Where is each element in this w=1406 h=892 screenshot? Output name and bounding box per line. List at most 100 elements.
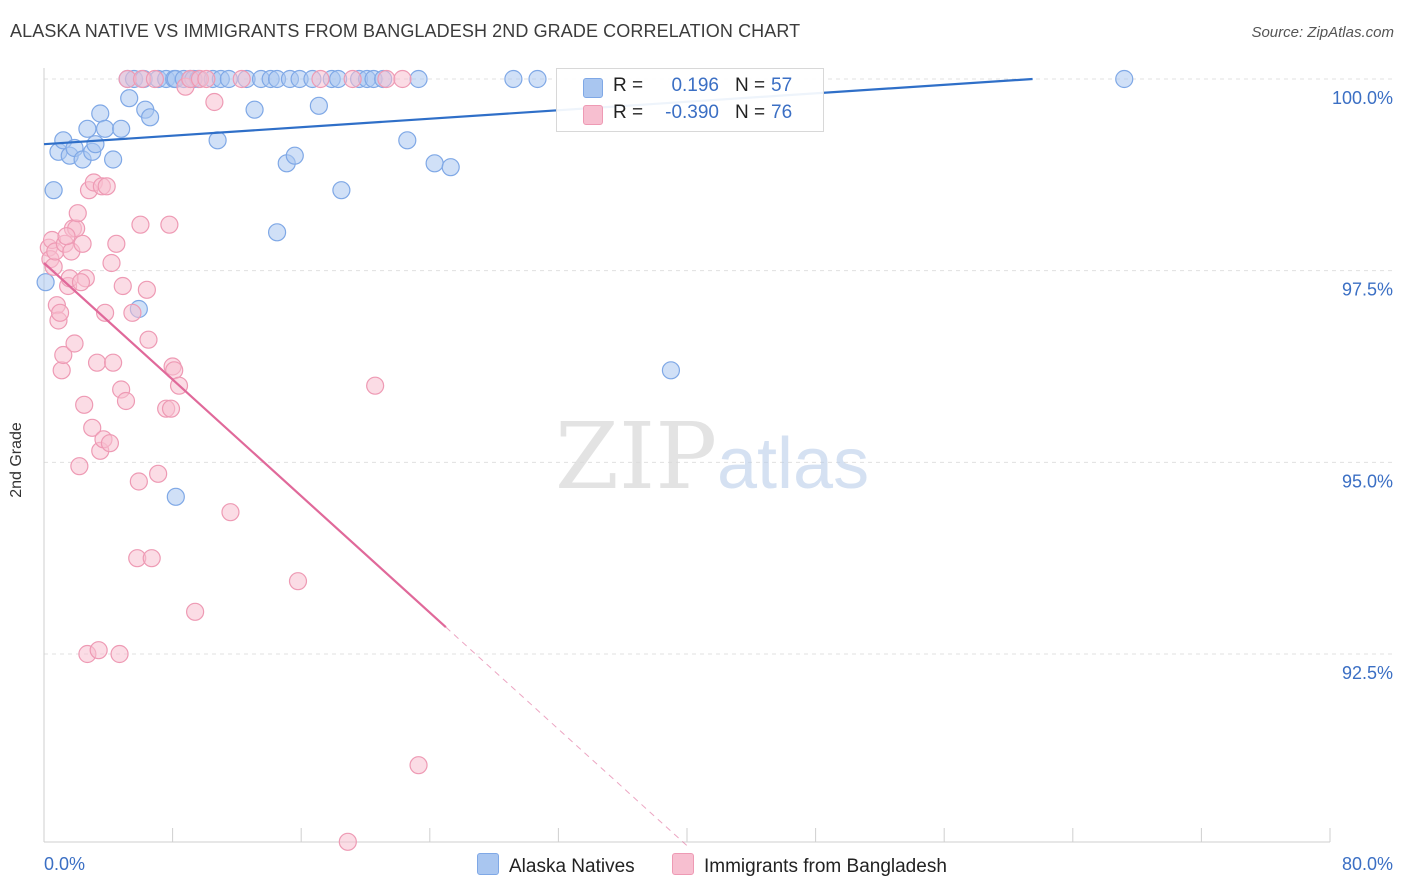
- trend-lines: [43, 77, 1033, 847]
- bangladesh-point: [145, 69, 165, 89]
- legend-n-label: N =: [735, 75, 766, 96]
- scatter-points: [36, 69, 1134, 851]
- bottom-legend-swatch-blue: [477, 853, 499, 875]
- alaska-native-point: [86, 135, 105, 154]
- alaska-native-point: [112, 119, 131, 138]
- bangladesh-point: [97, 177, 116, 196]
- chart-title: ALASKA NATIVE VS IMMIGRANTS FROM BANGLAD…: [10, 21, 801, 41]
- legend-r-value: 0.196: [671, 75, 719, 96]
- alaska-native-point: [208, 131, 227, 150]
- alaska-native-point: [245, 100, 264, 119]
- bottom-legend-label: Alaska Natives: [509, 856, 635, 877]
- alaska-native-point: [95, 119, 115, 138]
- y-tick-label: 100.0%: [1332, 88, 1393, 108]
- bangladesh-point: [95, 303, 115, 322]
- bangladesh-point: [149, 464, 168, 483]
- bangladesh-point: [129, 472, 148, 491]
- legend-r-value: -0.390: [665, 102, 719, 123]
- bangladesh-point: [338, 832, 357, 851]
- bangladesh-point: [221, 503, 240, 522]
- alaska-native-point: [398, 131, 417, 150]
- alaska-native-point: [332, 181, 351, 200]
- bangladesh-trend: [43, 262, 447, 628]
- alaska-native-point: [441, 158, 460, 177]
- alaska-native-point: [409, 69, 428, 89]
- alaska-native-point: [36, 273, 55, 292]
- alaska-native-point: [140, 108, 160, 127]
- bangladesh-point: [123, 303, 142, 322]
- legend-r-label: R =: [613, 102, 644, 123]
- gridlines: [44, 78, 1392, 655]
- y-axis-title: 2nd Grade: [8, 422, 25, 498]
- bangladesh-point: [139, 330, 158, 349]
- bangladesh-point: [393, 69, 412, 89]
- bangladesh-point: [87, 353, 107, 372]
- alaska-native-point: [661, 361, 681, 380]
- correlation-legend: R = 0.196 N = 57 R = -0.390 N = 76: [556, 68, 824, 132]
- legend-swatch-pink: [583, 105, 603, 125]
- bangladesh-point: [50, 303, 70, 322]
- bangladesh-point: [68, 204, 87, 223]
- watermark-atlas: atlas: [717, 424, 869, 504]
- alaska-native-point: [285, 146, 304, 165]
- bangladesh-point: [102, 253, 121, 273]
- bangladesh-point: [57, 227, 76, 246]
- bangladesh-point: [366, 376, 385, 395]
- watermark: ZIP atlas: [555, 403, 869, 510]
- bottom-legend-swatch-pink: [672, 853, 694, 875]
- bangladesh-point: [52, 361, 71, 380]
- legend-n-value: 57: [771, 75, 793, 96]
- legend-row-alaska-natives: R = 0.196 N = 57: [557, 73, 823, 101]
- watermark-zip: ZIP: [555, 403, 717, 510]
- bangladesh-point: [311, 69, 330, 89]
- bangladesh-point: [89, 641, 108, 660]
- chart-source: Source: ZipAtlas.com: [1251, 24, 1394, 41]
- alaska-native-point: [44, 181, 63, 200]
- bangladesh-point: [137, 280, 156, 299]
- bangladesh-point: [232, 69, 251, 89]
- alaska-native-point: [309, 96, 328, 115]
- bangladesh-point: [107, 234, 126, 253]
- bangladesh-point: [110, 644, 129, 664]
- legend-row-bangladesh: R = -0.390 N = 76: [557, 100, 823, 128]
- bangladesh-point: [116, 391, 136, 411]
- bangladesh-point: [160, 215, 179, 234]
- bangladesh-point: [104, 353, 123, 372]
- tick-labels: 100.0% 97.5% 95.0% 92.5% 0.0% 80.0%: [44, 88, 1393, 874]
- alaska-native-point: [120, 89, 139, 108]
- bangladesh-point: [205, 92, 224, 112]
- bottom-legend-label: Immigrants from Bangladesh: [704, 856, 947, 877]
- x-tick-label-min: 0.0%: [44, 854, 85, 874]
- bangladesh-point: [70, 457, 89, 476]
- bottom-legend-bangladesh: Immigrants from Bangladesh: [672, 853, 947, 877]
- bangladesh-point: [73, 234, 92, 253]
- bangladesh-point: [100, 434, 120, 453]
- y-tick-label: 92.5%: [1342, 663, 1393, 683]
- bangladesh-point: [288, 572, 308, 591]
- alaska-native-point: [425, 154, 444, 173]
- bangladesh-point: [71, 273, 91, 292]
- bangladesh-trend-extension: [445, 626, 688, 847]
- bangladesh-point: [83, 418, 102, 437]
- legend-n-value: 76: [771, 102, 793, 123]
- y-tick-label: 97.5%: [1342, 280, 1393, 300]
- bangladesh-point: [343, 69, 362, 89]
- alaska-native-point: [504, 69, 523, 89]
- alaska-native-point: [528, 69, 547, 89]
- bangladesh-point: [161, 399, 181, 418]
- alaska-native-point: [104, 150, 123, 169]
- alaska-native-point: [78, 119, 97, 138]
- bottom-legend-alaska-natives: Alaska Natives: [477, 853, 635, 877]
- alaska-native-trend: [43, 77, 1033, 146]
- alaska-native-point: [166, 487, 185, 506]
- alaska-native-point: [91, 104, 110, 123]
- axes: [43, 68, 1331, 843]
- bangladesh-point: [113, 276, 132, 296]
- bangladesh-point: [65, 334, 84, 353]
- alaska-native-point: [1115, 69, 1134, 89]
- bangladesh-point: [197, 69, 216, 89]
- y-tick-label: 95.0%: [1342, 471, 1393, 491]
- alaska-native-point: [267, 223, 287, 242]
- bangladesh-point: [377, 69, 396, 89]
